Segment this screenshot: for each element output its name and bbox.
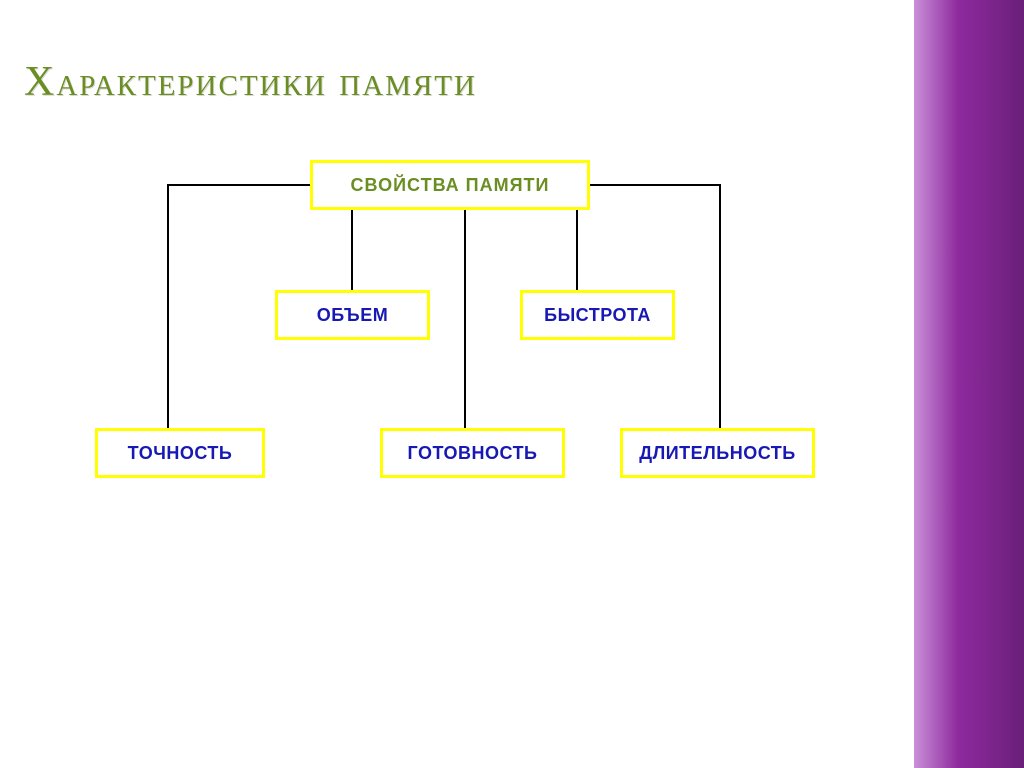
diagram-connectors xyxy=(0,0,1024,768)
slide: Характеристики памяти СВОЙСТВА ПАМЯТИ ОБ… xyxy=(0,0,1024,768)
